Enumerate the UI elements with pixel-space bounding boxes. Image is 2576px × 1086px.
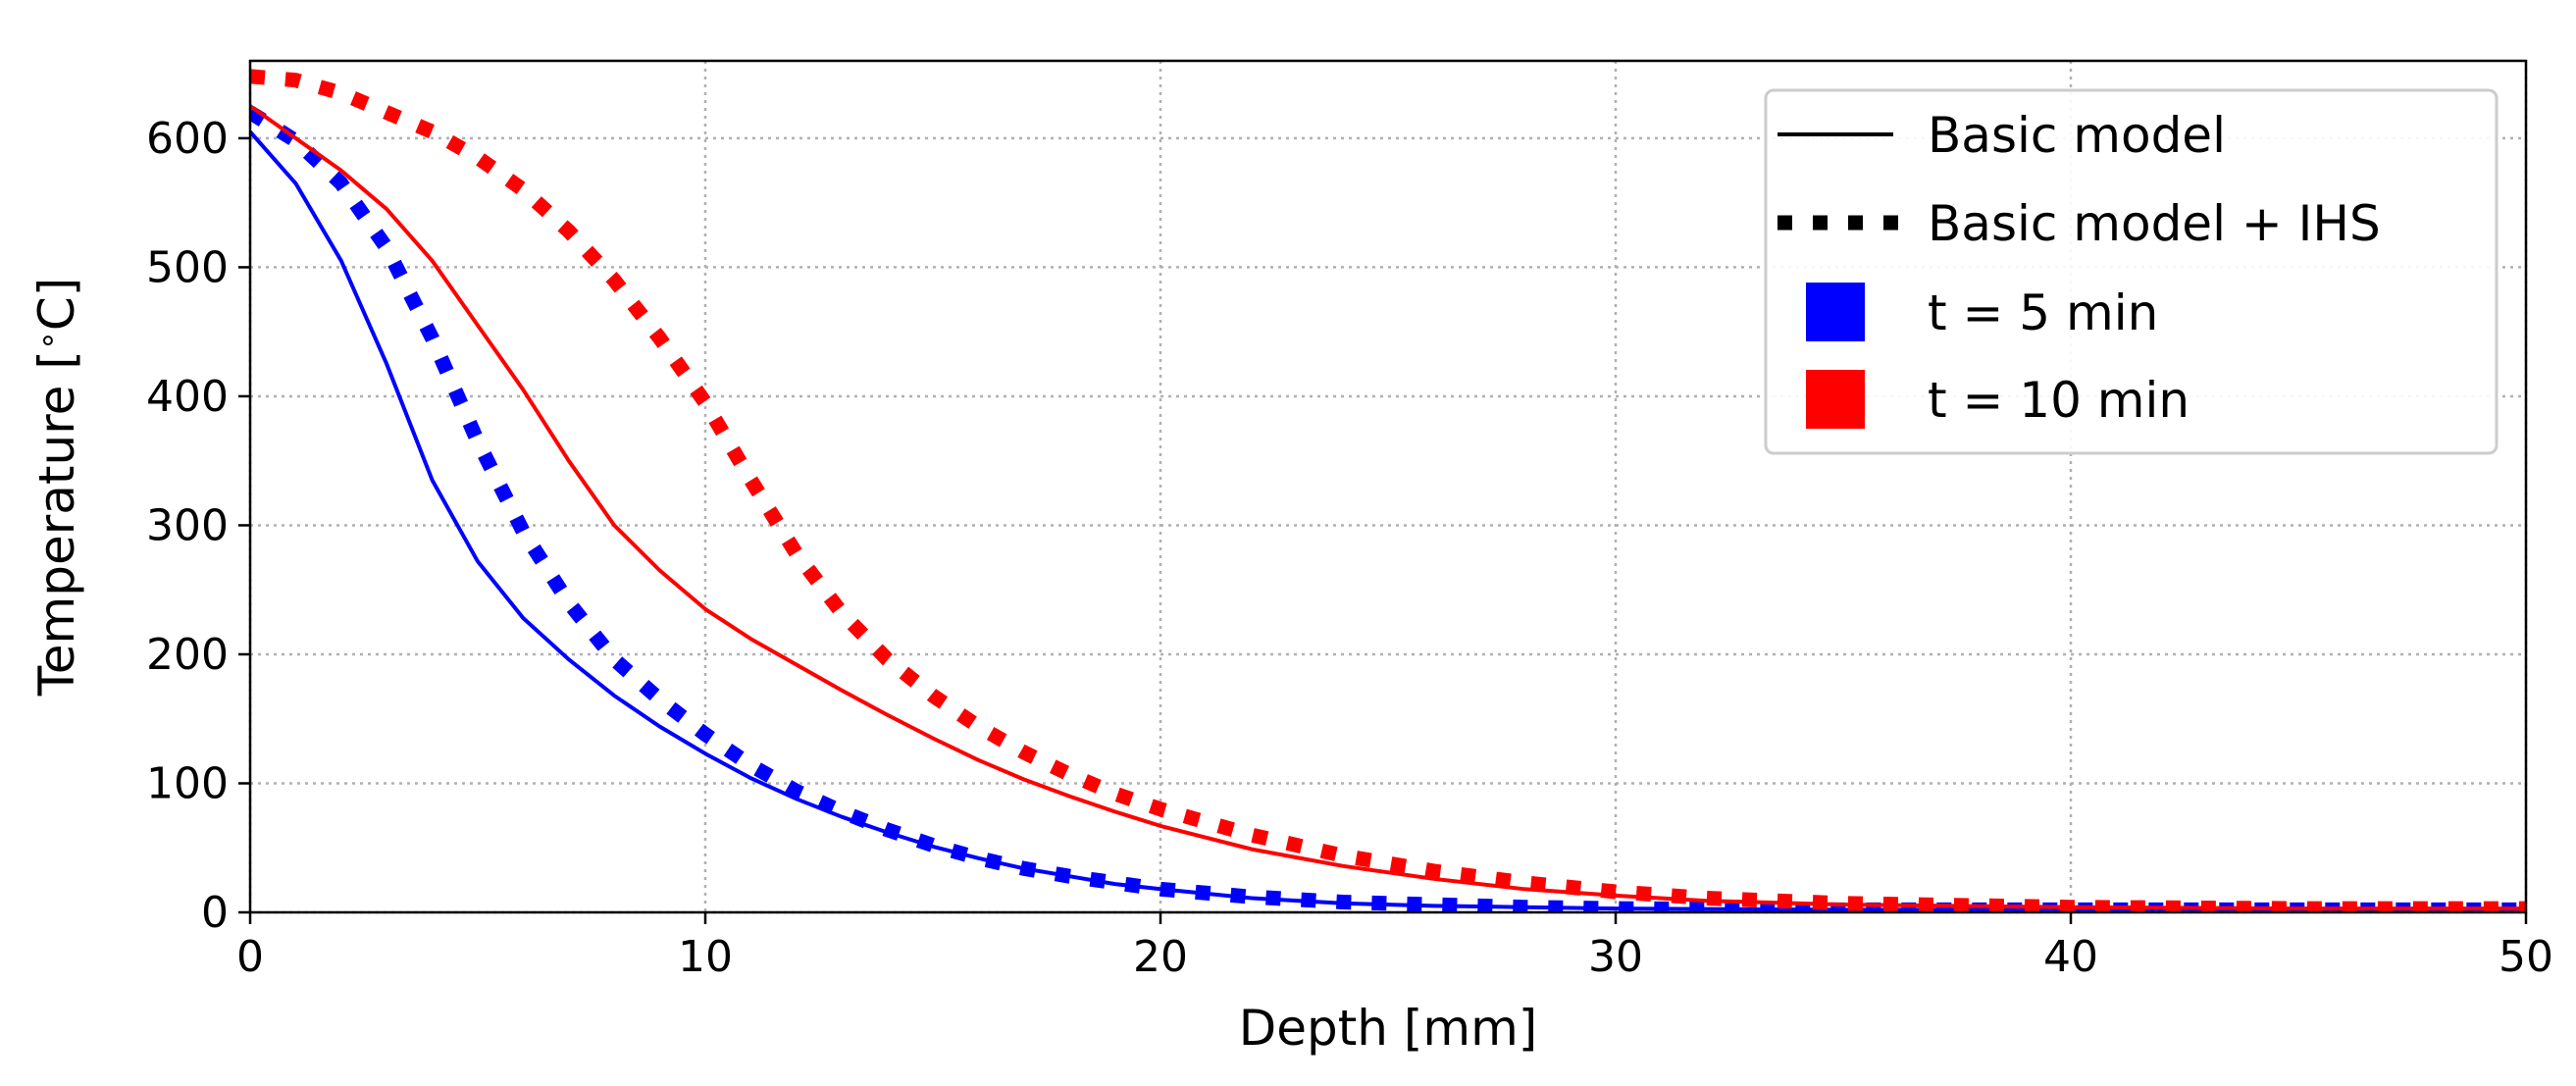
plot-frame [248, 59, 2528, 914]
legend-label: t = 5 min [1928, 284, 2158, 341]
y-tick-label: 600 [146, 114, 229, 164]
legend-label: Basic model [1928, 107, 2226, 164]
legend-entries: Basic model Basic model + IHS t = 5 min t =… [1777, 107, 2381, 429]
y-tick-label: 500 [146, 242, 229, 292]
x-tick-label: 10 [678, 932, 733, 982]
series-line-solid [250, 129, 2526, 912]
x-tick-label: 0 [236, 932, 264, 982]
degree-symbol: ∘ [28, 331, 66, 350]
legend-label: t = 10 min [1928, 372, 2190, 429]
y-tick-label: 0 [201, 888, 229, 938]
x-tick-label: 50 [2499, 932, 2553, 982]
x-tick-label: 20 [1133, 932, 1188, 982]
y-axis-label: Temperature [∘C] [28, 278, 85, 698]
x-tick-label: 30 [1588, 932, 1643, 982]
legend-label: Basic model + IHS [1928, 195, 2381, 252]
legend-color-swatch [1806, 283, 1865, 341]
x-tick-label: 40 [2043, 932, 2098, 982]
y-tick-label: 400 [146, 372, 229, 422]
legend: Basic model Basic model + IHS t = 5 min t =… [1764, 88, 2499, 455]
series-line-dotted [250, 106, 2526, 912]
x-axis-label: Depth [mm] [1239, 1000, 1538, 1057]
series-line-solid [250, 104, 2526, 911]
y-tick-label: 300 [146, 500, 229, 550]
grid [248, 61, 2528, 914]
series-line-dotted [250, 69, 2526, 912]
y-axis-label-unit: C] [28, 278, 85, 331]
y-axis-label-main: Temperature [ [28, 350, 85, 697]
data-series [250, 69, 2526, 912]
legend-color-swatch [1806, 370, 1865, 429]
legend-box [1764, 88, 2499, 455]
y-tick-label: 200 [146, 630, 229, 680]
y-tick-label: 100 [146, 758, 229, 808]
